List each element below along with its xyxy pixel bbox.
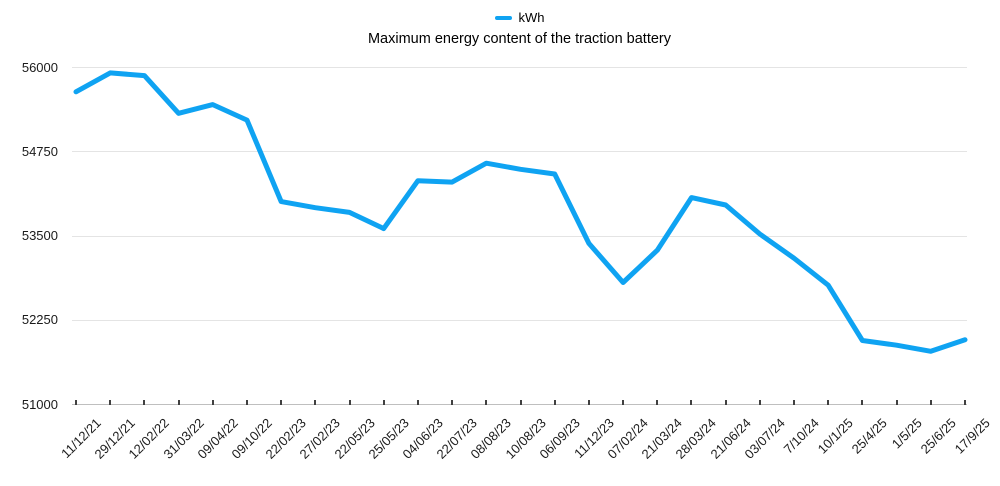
x-tick-mark: [314, 400, 317, 405]
x-tick-mark: [929, 400, 932, 405]
x-tick-mark: [690, 400, 693, 405]
y-axis-label: 52250: [21, 312, 58, 328]
x-tick-mark: [587, 400, 590, 405]
x-tick-mark: [75, 400, 77, 405]
gridline: [72, 235, 967, 237]
x-tick-mark: [143, 400, 146, 405]
legend-line-swatch-icon: [494, 15, 512, 20]
x-tick-mark: [245, 400, 248, 405]
x-tick-mark: [109, 400, 112, 405]
y-axis-label: 51000: [21, 396, 58, 412]
series-polyline: [73, 70, 968, 354]
x-tick-mark: [519, 400, 522, 405]
x-tick-mark: [485, 400, 488, 405]
y-axis-label: 54750: [21, 143, 58, 159]
chart-title: Maximum energy content of the traction b…: [367, 31, 672, 47]
x-tick-mark: [827, 400, 830, 405]
x-tick-mark: [622, 400, 625, 405]
x-tick-mark: [793, 400, 796, 405]
x-tick-mark: [382, 400, 385, 405]
x-tick-mark: [211, 400, 214, 405]
x-tick-mark: [177, 400, 180, 405]
x-tick-mark: [964, 400, 966, 405]
y-axis-label: 53500: [21, 228, 58, 243]
x-tick-mark: [280, 400, 283, 405]
x-tick-mark: [895, 400, 898, 405]
x-tick-mark: [758, 400, 761, 405]
gridline: [72, 151, 967, 153]
x-tick-mark: [348, 400, 351, 405]
x-tick-mark: [724, 400, 727, 405]
chart-legend: kWh: [72, 9, 967, 26]
x-tick-mark: [416, 400, 419, 405]
x-tick-mark: [553, 400, 556, 405]
x-tick-mark: [451, 400, 454, 405]
legend-label: kWh: [518, 10, 545, 25]
y-axis-label: 56000: [21, 59, 58, 75]
gridline: [72, 319, 967, 321]
gridline: [72, 67, 967, 68]
x-tick-mark: [861, 400, 864, 405]
x-tick-mark: [656, 400, 659, 405]
